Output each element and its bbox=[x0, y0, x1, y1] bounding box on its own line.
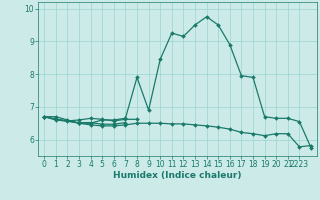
X-axis label: Humidex (Indice chaleur): Humidex (Indice chaleur) bbox=[113, 171, 242, 180]
